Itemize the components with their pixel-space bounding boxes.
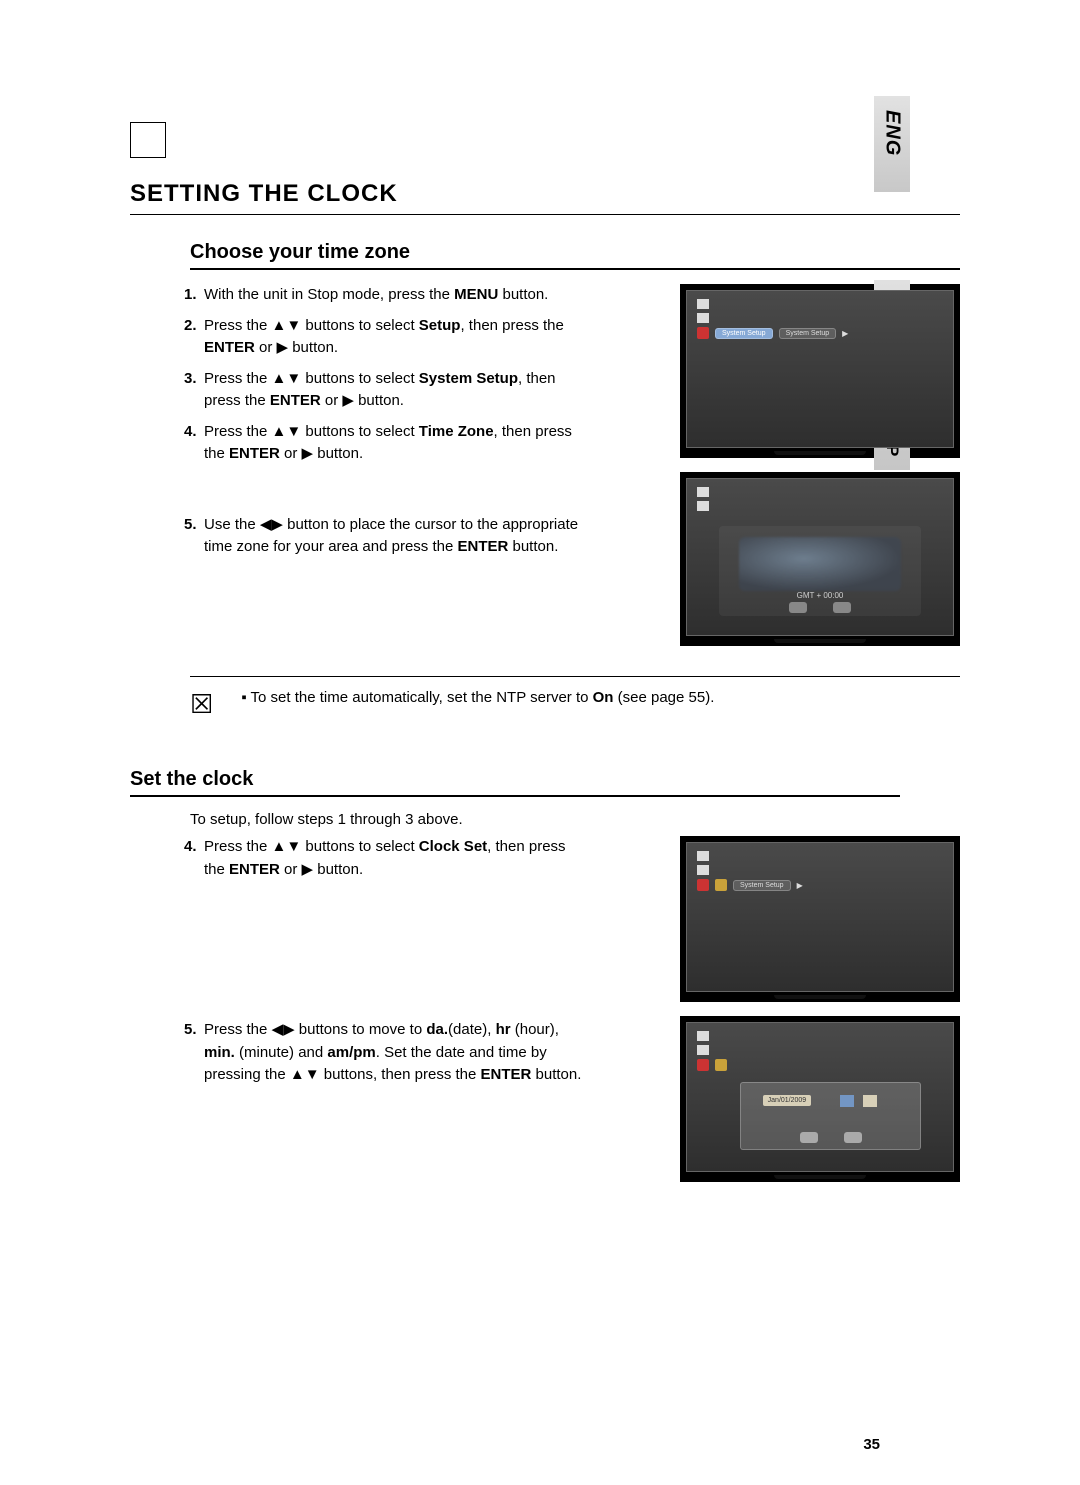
step-text: or ▶ button. <box>280 445 363 462</box>
tv-screenshot-clock-set: Jan/01/2009 <box>680 1016 960 1182</box>
time-zone-label: Time Zone <box>419 423 494 440</box>
tv-screenshot-timezone-map: GMT + 00:00 <box>680 472 960 646</box>
step-text: Press the ▲▼ buttons to select <box>204 838 419 855</box>
language-tab-label: ENG <box>881 110 904 156</box>
step-text: Press the ◀▶ buttons to move to <box>204 1021 426 1038</box>
step-text: or ▶ button. <box>255 339 338 356</box>
ampm-label: am/pm <box>327 1044 375 1061</box>
step-text: or ▶ button. <box>280 861 363 878</box>
step-number: 5. <box>184 514 197 537</box>
step-number: 4. <box>184 421 197 444</box>
system-setup-label: System Setup <box>419 370 518 387</box>
world-map-icon: GMT + 00:00 <box>719 526 921 616</box>
osd-system-setup: System Setup <box>715 328 773 339</box>
step-text: Press the ▲▼ buttons to select <box>204 317 419 334</box>
step-number: 3. <box>184 368 197 391</box>
step-text: Press the ▲▼ buttons to select <box>204 370 419 387</box>
step-number: 1. <box>184 284 197 307</box>
osd-button <box>844 1132 862 1143</box>
step-text: (hour), <box>511 1021 559 1038</box>
step-number: 4. <box>184 836 197 859</box>
enter-label: ENTER <box>457 538 508 555</box>
note-text: (see page 55). <box>613 689 714 706</box>
note-icon: ☒ <box>190 689 213 720</box>
osd-button <box>833 602 851 613</box>
on-label: On <box>593 689 614 706</box>
tv-screenshot-system-setup: System Setup System Setup ▶ <box>680 284 960 458</box>
language-tab: ENG <box>874 96 910 192</box>
enter-label: ENTER <box>481 1066 532 1083</box>
step-number: 2. <box>184 315 197 338</box>
clock-intro: To setup, follow steps 1 through 3 above… <box>190 811 960 828</box>
placeholder-box <box>130 122 166 158</box>
osd-button <box>800 1132 818 1143</box>
enter-label: ENTER <box>204 339 255 356</box>
osd-date-value: Jan/01/2009 <box>763 1095 812 1106</box>
step-number: 5. <box>184 1019 197 1042</box>
enter-label: ENTER <box>270 392 321 409</box>
step-text: or ▶ button. <box>321 392 404 409</box>
tv-screenshot-clock-menu: System Setup ▶ <box>680 836 960 1002</box>
step-text: Press the ▲▼ buttons to select <box>204 423 419 440</box>
clock-set-label: Clock Set <box>419 838 487 855</box>
osd-item: System Setup <box>779 328 837 339</box>
menu-label: MENU <box>454 286 498 303</box>
enter-label: ENTER <box>229 861 280 878</box>
clock-steps: 4. Press the ▲▼ buttons to select Clock … <box>130 836 590 1095</box>
minute-label: min. <box>204 1044 235 1061</box>
step-text: button. <box>508 538 558 555</box>
step-text: button. <box>498 286 548 303</box>
gmt-label: GMT + 00:00 <box>719 591 921 600</box>
subtitle-clock: Set the clock <box>130 768 900 797</box>
osd-item: System Setup <box>733 880 791 891</box>
hour-label: hr <box>496 1021 511 1038</box>
page-title: SETTING THE CLOCK <box>130 180 960 215</box>
step-text: (minute) and <box>235 1044 328 1061</box>
subtitle-timezone: Choose your time zone <box>190 241 960 270</box>
step-text: (date), <box>448 1021 496 1038</box>
enter-label: ENTER <box>229 445 280 462</box>
step-text: button. <box>531 1066 581 1083</box>
date-label: da. <box>426 1021 448 1038</box>
step-text: With the unit in Stop mode, press the <box>204 286 454 303</box>
note-text: To set the time automatically, set the N… <box>251 689 593 706</box>
osd-button <box>789 602 807 613</box>
timezone-steps: 1. With the unit in Stop mode, press the… <box>130 284 590 567</box>
step-text: , then press the <box>460 317 563 334</box>
note-row: ☒ ▪ To set the time automatically, set t… <box>190 676 960 720</box>
setup-label: Setup <box>419 317 461 334</box>
page-number: 35 <box>863 1436 880 1453</box>
bullet-icon: ▪ <box>241 689 246 706</box>
